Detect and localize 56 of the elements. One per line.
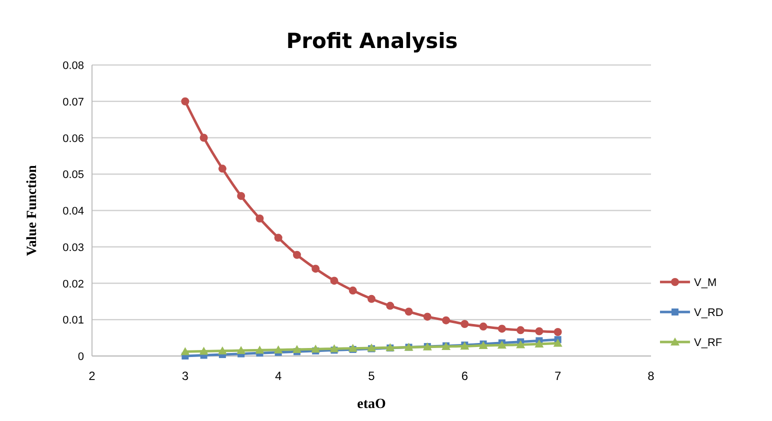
point [534, 339, 544, 348]
point [460, 320, 469, 328]
point [442, 316, 450, 324]
point [516, 340, 526, 348]
point [479, 322, 488, 331]
y-tick-label: 0.08 [62, 60, 84, 72]
x-tick-label: 8 [648, 369, 655, 383]
point [256, 214, 264, 223]
legend-label: V_M [694, 277, 717, 289]
point [330, 276, 338, 285]
x-tick-label: 5 [368, 369, 376, 383]
point [516, 326, 525, 334]
y-tick-label: 0.01 [62, 314, 84, 327]
point [255, 346, 264, 354]
point [423, 312, 432, 321]
point [404, 308, 413, 316]
legend-label: V_RD [694, 307, 724, 319]
point [311, 344, 320, 353]
point [180, 347, 190, 356]
legend-label: V_RF [694, 337, 722, 349]
point [274, 234, 282, 242]
point [274, 345, 283, 354]
point [348, 286, 357, 295]
point [200, 134, 208, 142]
point [199, 346, 208, 355]
y-tick-label: 0.02 [62, 278, 84, 290]
point [497, 340, 506, 349]
y-tick-label: 0.04 [62, 206, 84, 218]
point [535, 327, 544, 336]
chart-title: Profit Analysis [286, 29, 458, 53]
point [292, 250, 301, 259]
x-tick-label: 3 [182, 369, 189, 383]
y-tick-label: 0.07 [62, 96, 84, 108]
y-tick-label: 0.05 [62, 169, 84, 182]
point [330, 344, 339, 352]
y-tick-label: 0.06 [62, 132, 84, 145]
y-tick-label: 0 [78, 351, 84, 363]
x-tick-label: 4 [274, 369, 282, 383]
point [368, 294, 376, 303]
point [292, 344, 302, 353]
point [218, 346, 227, 354]
point [181, 97, 190, 106]
point [386, 302, 394, 310]
point [553, 338, 562, 347]
point [236, 346, 246, 354]
x-axis-title: etaO [357, 397, 386, 412]
x-tick-label: 2 [88, 369, 96, 383]
point [218, 164, 226, 173]
point [554, 328, 562, 336]
x-tick-label: 6 [461, 369, 468, 383]
y-tick-label: 0.03 [62, 242, 84, 254]
point [237, 192, 246, 200]
point [312, 264, 320, 273]
x-tick-label: 7 [554, 369, 562, 383]
point [498, 324, 506, 333]
y-axis-title: Value Function [25, 164, 40, 256]
